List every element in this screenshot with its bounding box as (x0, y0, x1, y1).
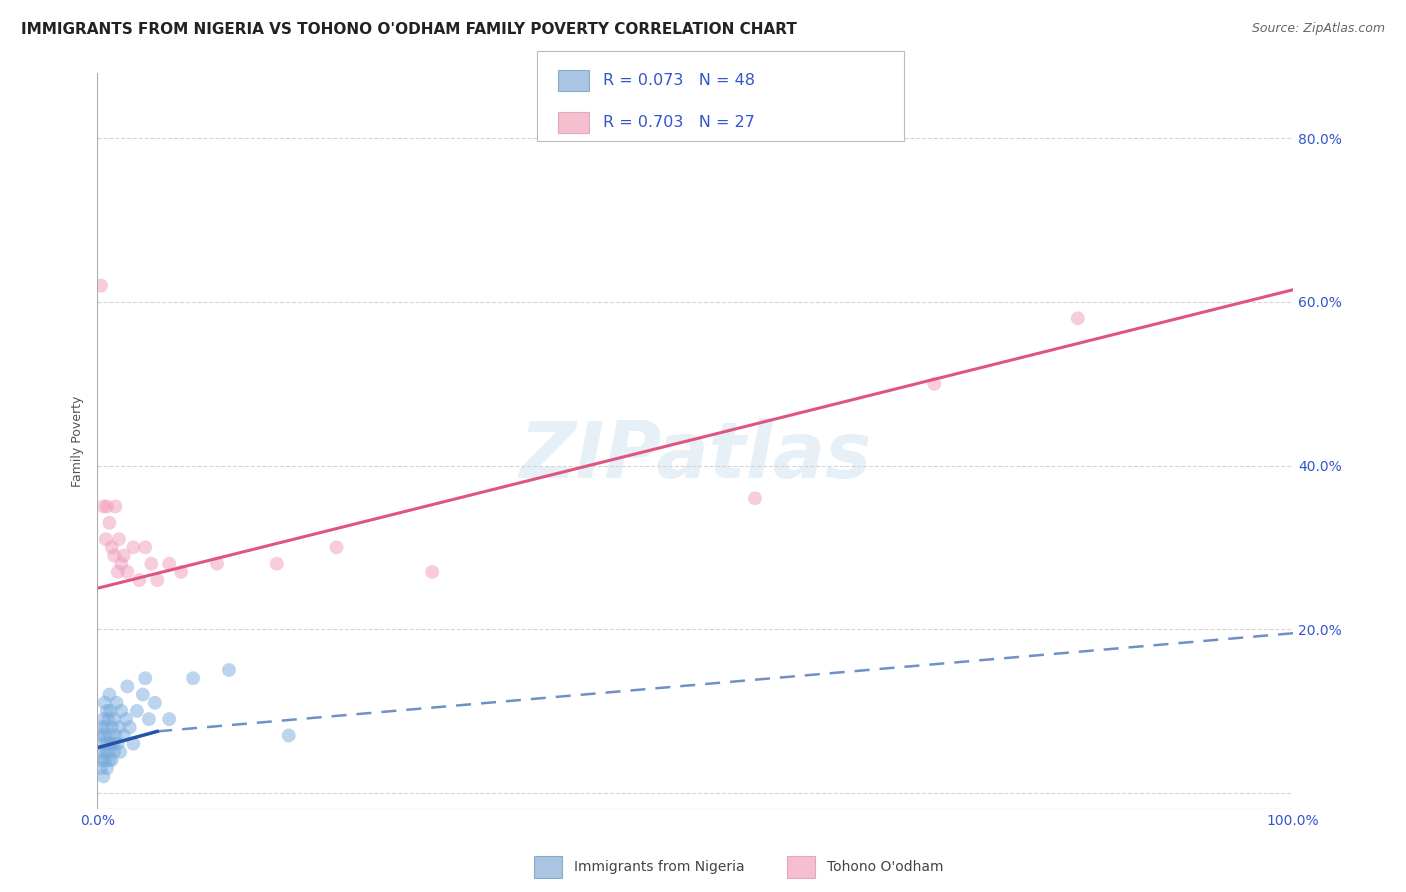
Point (101, 753, 124, 767)
Point (91, 720, 114, 734)
Point (98, 753, 121, 767)
Point (170, 565, 193, 579)
Point (157, 557, 180, 571)
Point (141, 557, 163, 571)
Point (138, 712, 160, 726)
Point (181, 671, 204, 685)
Point (91, 753, 114, 767)
Point (101, 737, 124, 751)
Point (924, 376, 946, 391)
Point (146, 573, 169, 587)
Point (90, 761, 112, 775)
Point (122, 541, 145, 555)
Point (101, 720, 124, 734)
Text: Tohono O'odham: Tohono O'odham (827, 860, 943, 874)
Point (107, 737, 129, 751)
Point (103, 712, 125, 726)
Point (96, 704, 118, 718)
Point (277, 729, 299, 743)
Point (94, 720, 117, 734)
Point (96, 737, 118, 751)
Point (1067, 311, 1090, 326)
Point (103, 549, 125, 563)
Point (744, 491, 766, 506)
Point (110, 557, 132, 571)
Text: ZIPatlas: ZIPatlas (519, 417, 872, 494)
Point (112, 549, 135, 563)
Point (143, 696, 166, 710)
Point (90, 729, 112, 743)
Point (101, 541, 124, 555)
Point (93, 500, 115, 514)
Point (97, 745, 120, 759)
Point (104, 729, 127, 743)
Point (93, 729, 115, 743)
Point (118, 720, 141, 734)
Point (134, 671, 156, 685)
Point (325, 541, 347, 555)
Point (108, 720, 131, 734)
Point (93, 712, 115, 726)
Text: Source: ZipAtlas.com: Source: ZipAtlas.com (1251, 22, 1385, 36)
Point (96, 761, 118, 775)
Point (98, 729, 121, 743)
Point (103, 745, 125, 759)
Point (134, 541, 156, 555)
Y-axis label: Family Poverty: Family Poverty (72, 395, 84, 487)
Point (96, 500, 118, 514)
Point (108, 532, 131, 546)
Point (93, 753, 115, 767)
Point (94, 745, 117, 759)
Point (100, 704, 122, 718)
Point (125, 704, 148, 718)
Text: Immigrants from Nigeria: Immigrants from Nigeria (574, 860, 744, 874)
Point (98, 688, 121, 702)
Point (122, 737, 145, 751)
Point (117, 680, 139, 694)
Point (205, 557, 228, 571)
Point (107, 565, 129, 579)
Point (93, 769, 115, 783)
Point (94, 532, 117, 546)
Text: IMMIGRANTS FROM NIGERIA VS TOHONO O'ODHAM FAMILY POVERTY CORRELATION CHART: IMMIGRANTS FROM NIGERIA VS TOHONO O'ODHA… (21, 22, 797, 37)
Point (89, 745, 111, 759)
Point (104, 500, 127, 514)
Point (110, 704, 132, 718)
Point (100, 737, 122, 751)
Point (108, 745, 131, 759)
Point (98, 516, 121, 530)
Text: R = 0.073   N = 48: R = 0.073 N = 48 (603, 73, 755, 87)
Point (112, 729, 135, 743)
Point (105, 696, 128, 710)
Point (115, 712, 138, 726)
Point (266, 557, 288, 571)
Text: R = 0.703   N = 27: R = 0.703 N = 27 (603, 115, 755, 129)
Point (157, 712, 180, 726)
Point (128, 573, 150, 587)
Point (218, 663, 240, 677)
Point (93, 696, 115, 710)
Point (117, 565, 139, 579)
Point (93, 737, 115, 751)
Point (90, 278, 112, 293)
Point (132, 688, 155, 702)
Point (420, 565, 443, 579)
Point (97, 712, 120, 726)
